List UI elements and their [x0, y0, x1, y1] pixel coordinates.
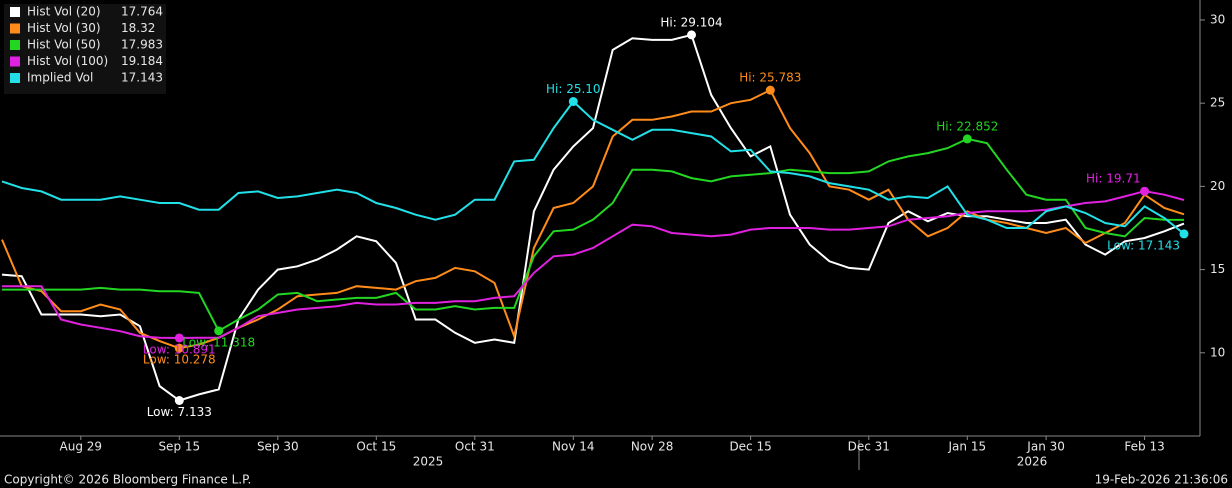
legend-swatch — [10, 56, 20, 67]
x-tick-label: Jan 15 — [948, 440, 987, 454]
extreme-marker — [1179, 229, 1189, 239]
extreme-label: Low: 10.891 — [143, 342, 216, 356]
extreme-label: Hi: 25.783 — [739, 71, 801, 85]
legend-swatch — [10, 23, 20, 34]
x-tick-label: Sep 30 — [257, 440, 299, 454]
extreme-marker — [214, 326, 224, 336]
extreme-marker — [174, 333, 184, 343]
series-line — [1, 100, 1185, 235]
x-tick-label: Feb 13 — [1124, 440, 1164, 454]
legend-swatch — [10, 73, 20, 83]
x-tick-label: Oct 31 — [455, 440, 495, 454]
year-label: 2026 — [1017, 455, 1048, 469]
legend-label: Implied Vol — [27, 71, 93, 85]
extreme-label: Hi: 29.104 — [660, 15, 722, 29]
legend-box — [4, 4, 166, 94]
legend-label: Hist Vol (100) — [27, 54, 108, 68]
extreme-marker — [962, 134, 972, 144]
x-tick-label: Jan 30 — [1026, 440, 1065, 454]
copyright: Copyright© 2026 Bloomberg Finance L.P. — [4, 473, 251, 487]
extreme-label: Low: 17.143 — [1107, 238, 1180, 252]
series-line — [2, 137, 1185, 333]
extreme-marker — [687, 30, 696, 40]
legend-value: 17.983 — [121, 38, 163, 52]
extreme-marker — [1140, 186, 1150, 196]
extreme-label: Low: 11.318 — [182, 335, 255, 349]
x-tick-label: Sep 15 — [158, 440, 200, 454]
y-tick-label: 10 — [1210, 345, 1225, 359]
extreme-label: Hi: 25.10 — [546, 82, 601, 96]
x-tick-label: Dec 31 — [848, 440, 890, 454]
extreme-marker — [765, 85, 775, 95]
extreme-marker — [174, 343, 184, 353]
legend-label: Hist Vol (20) — [27, 5, 101, 19]
extreme-label: Hi: 22.852 — [936, 119, 998, 133]
legend-label: Hist Vol (30) — [27, 21, 101, 35]
y-tick-label: 15 — [1210, 262, 1225, 276]
extreme-marker — [174, 396, 184, 406]
legend-value: 17.764 — [121, 5, 163, 19]
y-tick-label: 25 — [1210, 96, 1225, 110]
year-label: 2025 — [413, 455, 444, 469]
legend-swatch — [10, 7, 20, 17]
x-tick-label: Dec 15 — [729, 440, 771, 454]
extreme-marker — [568, 97, 578, 107]
y-tick-label: 20 — [1210, 179, 1225, 193]
extreme-label: Low: 7.133 — [147, 405, 212, 419]
legend-swatch — [10, 40, 20, 50]
x-tick-label: Nov 14 — [552, 440, 595, 454]
legend-value: 19.184 — [121, 54, 163, 68]
series-line — [1, 33, 1185, 402]
x-tick-label: Aug 29 — [60, 440, 103, 454]
extreme-label: Low: 10.278 — [143, 353, 216, 367]
legend-label: Hist Vol (50) — [27, 38, 101, 52]
legend-value: 18.32 — [121, 21, 155, 35]
y-tick-label: 30 — [1210, 12, 1225, 26]
x-tick-label: Oct 15 — [356, 440, 396, 454]
timestamp: 19-Feb-2026 21:36:06 — [1095, 473, 1228, 487]
legend-value: 17.143 — [121, 71, 163, 85]
extreme-label: Hi: 19.71 — [1086, 172, 1141, 186]
x-tick-label: Nov 28 — [631, 440, 674, 454]
series-line — [2, 190, 1185, 340]
